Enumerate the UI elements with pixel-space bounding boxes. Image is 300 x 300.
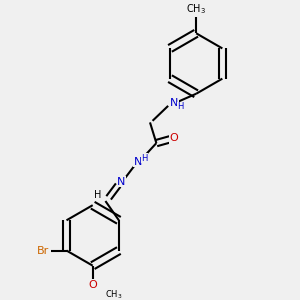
Text: N: N <box>134 157 142 166</box>
Text: O: O <box>88 280 97 290</box>
Text: CH$_3$: CH$_3$ <box>105 288 122 300</box>
Text: Br: Br <box>37 245 49 256</box>
Text: N: N <box>117 177 125 187</box>
Text: H: H <box>141 154 148 163</box>
Text: H: H <box>94 190 101 200</box>
Text: CH$_3$: CH$_3$ <box>186 2 206 16</box>
Text: N: N <box>170 98 178 108</box>
Text: H: H <box>177 102 183 111</box>
Text: O: O <box>169 133 178 143</box>
